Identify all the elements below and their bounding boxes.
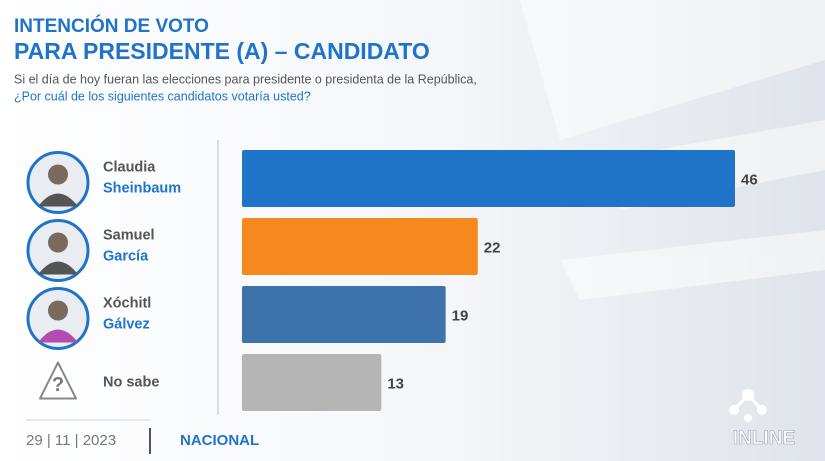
avatar-head — [48, 232, 68, 253]
chart-title: INTENCIÓN DE VOTO — [14, 15, 209, 37]
bar — [242, 218, 478, 275]
avatar-body — [38, 261, 78, 275]
question: ¿Por cuál de los siguientes candidatos v… — [14, 89, 311, 103]
question: Si el día de hoy fueran las elecciones p… — [14, 72, 477, 86]
avatar-body — [38, 329, 78, 343]
bar — [242, 150, 735, 207]
unknown-icon-shape — [39, 361, 77, 400]
avatar-head — [48, 164, 68, 185]
value-label: 19 — [452, 307, 469, 324]
avatar-head — [48, 300, 68, 321]
bar — [242, 354, 382, 411]
brand: INLINE — [733, 428, 795, 449]
unknown-icon: ? — [52, 374, 64, 396]
value-label: 46 — [741, 171, 758, 188]
chart-subtitle: PARA PRESIDENTE (A) – CANDIDATO — [14, 38, 430, 64]
logo: INLINE — [729, 389, 795, 449]
bar — [242, 286, 446, 343]
category-label: Gálvez — [103, 316, 150, 332]
avatar-body — [38, 193, 78, 207]
category-label: Xóchitl — [103, 295, 151, 311]
date: 29 | 11 | 2023 — [26, 432, 116, 449]
category-label: Samuel — [103, 227, 155, 243]
value-label: 22 — [484, 239, 501, 256]
value-label: 13 — [387, 375, 404, 392]
category-label: Claudia — [103, 159, 156, 175]
category-label: No sabe — [103, 374, 159, 390]
scope: NACIONAL — [180, 432, 259, 449]
category-label: García — [103, 248, 149, 264]
category-label: Sheinbaum — [103, 180, 181, 196]
